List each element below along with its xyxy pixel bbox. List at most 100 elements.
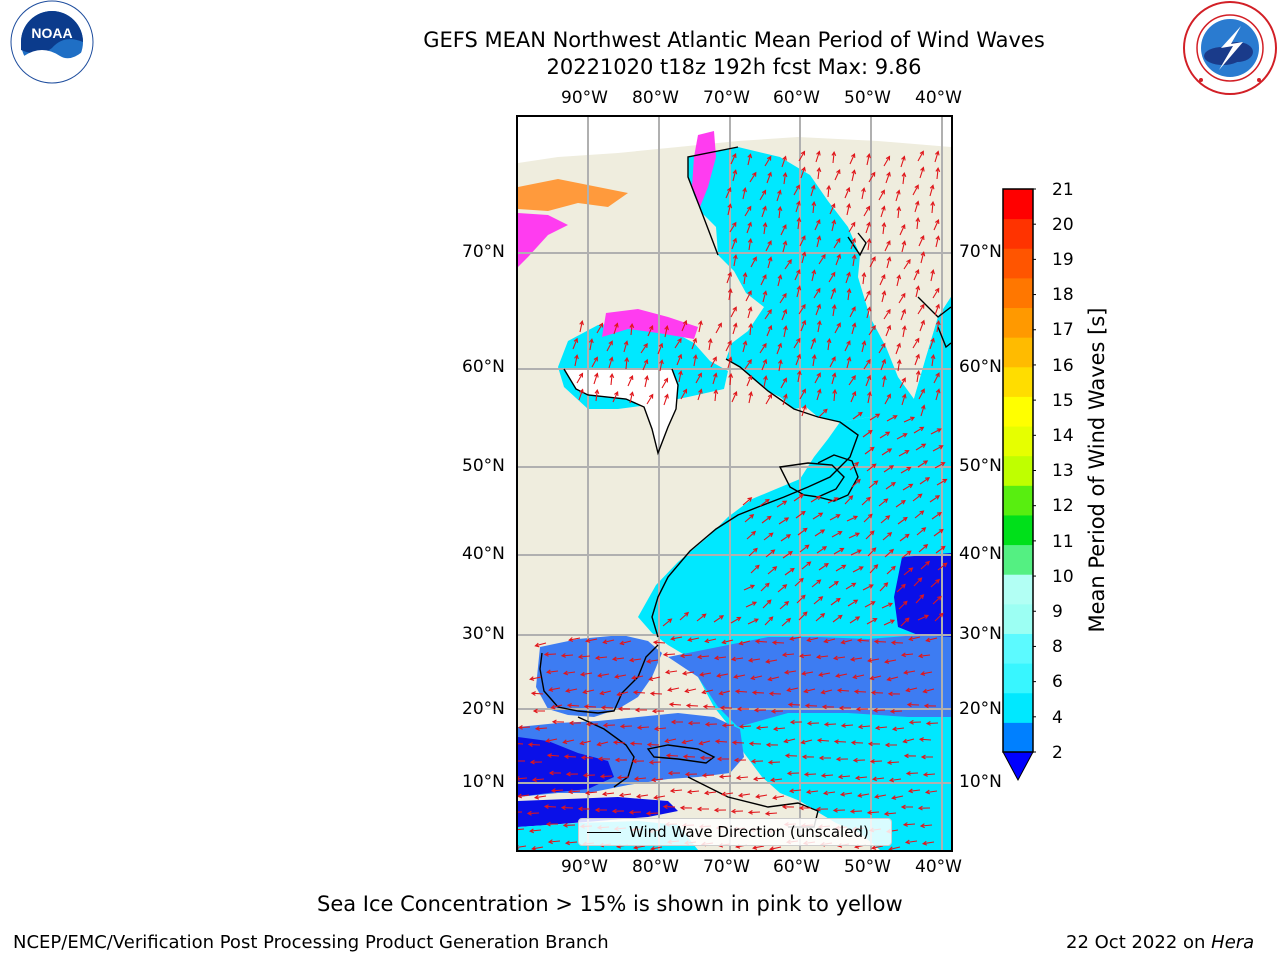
wind-arrow — [678, 370, 683, 383]
wind-arrow — [662, 652, 676, 657]
wind-arrow — [930, 428, 942, 435]
wind-arrow — [642, 358, 649, 371]
wind-arrow — [572, 337, 579, 350]
lon-label-top-50w: 50°W — [844, 88, 891, 108]
wind-arrow — [743, 584, 756, 591]
wind-arrow — [749, 171, 757, 183]
wind-arrow — [803, 688, 816, 694]
wind-arrow — [872, 707, 886, 713]
wind-arrow — [565, 771, 579, 777]
wind-arrow — [900, 652, 914, 658]
wind-arrow — [781, 155, 787, 168]
wind-arrow — [869, 759, 883, 764]
wind-arrow — [815, 654, 829, 660]
colorbar-segment — [1003, 396, 1033, 427]
wind-arrow — [799, 388, 806, 400]
lon-label-bottom-90w: 90°W — [561, 857, 608, 877]
wind-arrow — [798, 150, 806, 162]
wind-arrow — [600, 705, 614, 711]
colorbar-label: Mean Period of Wind Waves [s] — [1085, 307, 1109, 633]
wind-arrow — [713, 655, 727, 661]
wind-arrow — [518, 725, 531, 730]
wind-arrow — [747, 618, 759, 625]
wind-arrow — [737, 792, 751, 798]
wind-arrow — [713, 388, 719, 402]
wind-arrow — [849, 809, 863, 814]
wind-arrow — [904, 839, 918, 845]
wind-arrow — [850, 390, 857, 403]
lat-label-right-20n: 20°N — [959, 699, 1002, 719]
wind-arrow — [812, 512, 824, 520]
wind-arrow — [686, 789, 700, 795]
lat-label-left-20n: 20°N — [462, 699, 505, 719]
wind-arrow — [548, 687, 561, 692]
wind-arrow — [917, 460, 929, 468]
wind-arrow — [864, 446, 875, 455]
wind-arrow — [649, 691, 663, 696]
wind-arrow — [650, 846, 663, 850]
wind-arrow — [917, 150, 924, 162]
wind-arrow — [777, 359, 783, 372]
wind-arrow — [528, 828, 542, 834]
wind-arrow — [814, 372, 821, 384]
wind-arrow — [568, 637, 581, 642]
wind-arrow — [550, 788, 564, 793]
wind-arrow — [534, 726, 548, 731]
wind-arrow — [862, 429, 873, 438]
colorbar-segment — [1003, 692, 1033, 723]
wind-arrow — [835, 673, 848, 678]
wind-arrow — [697, 388, 703, 401]
wind-arrow — [710, 356, 717, 368]
wind-arrow — [731, 237, 738, 250]
wind-arrow — [799, 544, 810, 553]
wind-arrow — [829, 202, 836, 215]
wind-arrow — [919, 166, 925, 179]
wind-arrow — [925, 637, 938, 643]
wind-arrow — [903, 669, 916, 675]
colorbar-tick-12: 12 — [1052, 496, 1074, 516]
noaa-logo-text: NOAA — [31, 25, 72, 41]
wind-arrow — [903, 416, 916, 423]
wind-arrow — [662, 618, 673, 627]
wind-arrow — [832, 388, 838, 402]
wind-arrow — [574, 354, 579, 367]
map-panel — [516, 115, 953, 852]
wind-arrow — [895, 189, 901, 202]
wind-arrow — [667, 687, 680, 692]
colorbar-tick-18: 18 — [1052, 285, 1074, 305]
wind-arrow — [698, 320, 703, 333]
wind-arrow — [901, 325, 907, 338]
wind-arrow — [934, 462, 946, 469]
title-line-1: GEFS MEAN Northwest Atlantic Mean Period… — [423, 28, 1045, 52]
sea-ice-pink-2 — [692, 131, 716, 207]
wind-arrow — [884, 659, 897, 664]
wind-arrow — [883, 155, 891, 167]
wind-arrow — [759, 189, 767, 201]
wind-arrow — [764, 811, 778, 816]
wind-arrow — [767, 676, 780, 682]
wind-arrow — [766, 324, 773, 337]
wind-arrow — [562, 670, 576, 676]
wind-arrow — [636, 725, 650, 730]
wind-arrow — [623, 340, 629, 353]
colorbar-segment — [1003, 366, 1033, 397]
wind-arrow — [784, 258, 792, 270]
title-line-2: 20221020 t18z 192h fcst Max: 9.86 — [546, 55, 922, 79]
wind-arrow — [734, 689, 748, 694]
wind-arrow — [565, 688, 578, 693]
wind-arrow — [885, 324, 892, 337]
wind-arrow — [727, 356, 733, 369]
wind-arrow — [781, 804, 795, 810]
wind-arrow — [606, 340, 613, 352]
wind-arrow — [653, 794, 666, 800]
wind-arrow — [831, 150, 837, 164]
wind-arrow — [793, 337, 801, 349]
wind-arrow — [813, 287, 821, 299]
wind-arrow — [896, 205, 902, 219]
wind-arrow — [633, 776, 647, 782]
wind-arrow — [901, 393, 907, 406]
wind-arrow — [912, 184, 919, 196]
wind-arrow — [852, 566, 864, 573]
lat-label-right-60n: 60°N — [959, 357, 1002, 377]
wind-arrow — [576, 372, 584, 384]
